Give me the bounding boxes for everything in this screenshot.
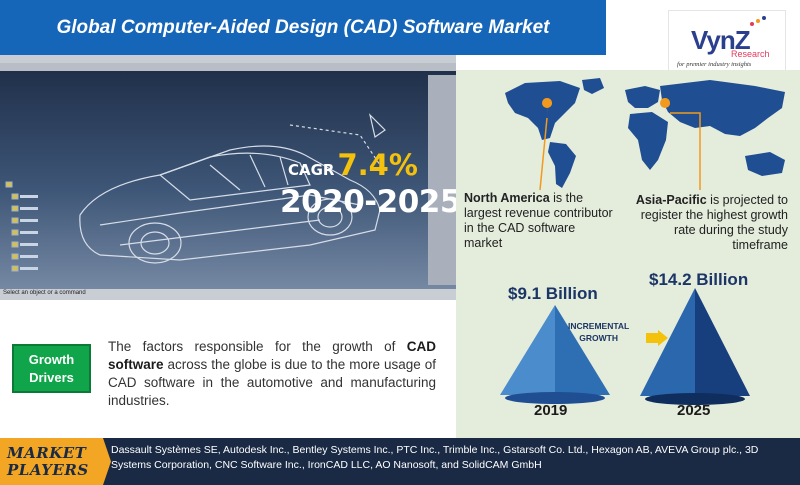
- growth-drivers-badge: Growth Drivers: [12, 344, 91, 393]
- market-players-arrow-icon: [103, 438, 111, 485]
- page-title: Global Computer-Aided Design (CAD) Softw…: [56, 16, 550, 38]
- vynz-logo: VynZ Research for premier industry insig…: [668, 10, 786, 74]
- market-value-2025: $14.2 Billion: [649, 270, 749, 289]
- year-2025-label: 2025: [677, 402, 711, 419]
- title-banner: Global Computer-Aided Design (CAD) Softw…: [0, 0, 606, 55]
- cagr-stat: CAGR 7.4%: [288, 148, 418, 182]
- market-players-line2: PLAYERS: [7, 460, 89, 479]
- car-wireframe-icon: [79, 113, 386, 264]
- growth-drivers-line2: Drivers: [29, 369, 74, 385]
- logo-brand: VynZ: [691, 25, 751, 55]
- cad-menubar: [0, 55, 456, 63]
- north-america-callout: North America is the largest revenue con…: [464, 191, 614, 251]
- market-players-footer: [0, 438, 800, 485]
- growth-drivers-highlight: CAD software: [108, 339, 436, 372]
- asia-pacific-callout: Asia-Pacific is projected to register th…: [618, 193, 788, 253]
- market-value-2019: $9.1 Billion: [508, 284, 598, 303]
- cad-status-text: Select an object or a command: [3, 290, 86, 296]
- pyramid-2025-icon: [640, 288, 750, 405]
- asia-pacific-name: Asia-Pacific: [635, 193, 707, 207]
- logo-mark-icon: [750, 16, 766, 26]
- cad-statusbar: [0, 289, 456, 300]
- incremental-line1: INCREMENTAL: [568, 321, 630, 331]
- asia-pacific-text: is projected to register the highest gro…: [640, 193, 788, 252]
- incremental-growth-label: INCREMENTAL GROWTH: [568, 320, 629, 344]
- logo-sub: Research: [731, 49, 770, 59]
- market-players-badge: MARKET PLAYERS: [0, 438, 103, 485]
- year-2019-label: 2019: [534, 402, 568, 419]
- cagr-value: 7.4%: [337, 148, 418, 182]
- growth-arrow-icon: [646, 330, 668, 346]
- growth-drivers-line1: Growth: [28, 351, 75, 367]
- market-players-list: Dassault Systèmes SE, Autodesk Inc., Ben…: [111, 444, 759, 471]
- north-america-text: is the largest revenue contributor in th…: [464, 191, 613, 250]
- world-map-icon: [505, 78, 785, 191]
- cad-tree-icon: [5, 181, 38, 272]
- cagr-label: CAGR: [288, 161, 335, 179]
- cad-screenshot: Select an object or a command: [0, 55, 456, 300]
- cad-toolbar: [0, 63, 456, 71]
- pyramid-2019-icon: [500, 305, 610, 404]
- growth-drivers-text-before: The factors responsible for the growth o…: [108, 339, 396, 354]
- growth-drivers-text-after: across the globe is due to the more usag…: [108, 357, 436, 408]
- forecast-period: 2020-2025: [280, 184, 461, 220]
- na-pin: [542, 98, 553, 118]
- market-players-line1: MARKET: [7, 443, 87, 462]
- cad-side-toolbar: [428, 75, 456, 285]
- logo-tagline: for premier industry insights: [677, 61, 752, 68]
- incremental-line2: GROWTH: [579, 333, 618, 343]
- ap-pin: [660, 98, 671, 118]
- growth-drivers-text: The factors responsible for the growth o…: [108, 338, 436, 410]
- north-america-name: North America: [464, 191, 550, 205]
